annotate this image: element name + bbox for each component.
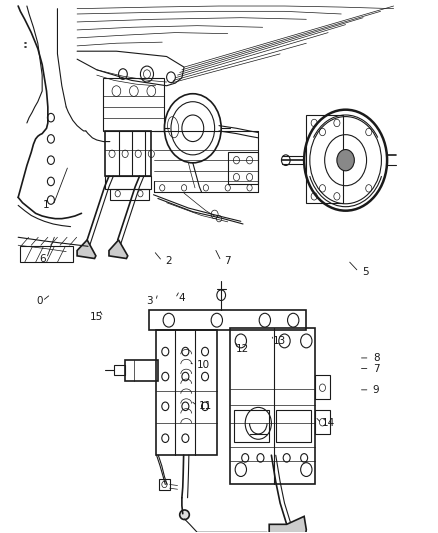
Bar <box>110 189 149 200</box>
Bar <box>149 310 306 330</box>
Text: 5: 5 <box>362 267 369 277</box>
Text: 10: 10 <box>197 360 210 370</box>
Bar <box>230 328 315 484</box>
Text: 2: 2 <box>166 256 172 266</box>
Text: 12: 12 <box>236 344 249 354</box>
Bar <box>234 410 269 442</box>
Text: 9: 9 <box>373 385 379 395</box>
Bar <box>228 152 258 184</box>
Text: 15: 15 <box>90 312 103 322</box>
Bar <box>125 360 158 381</box>
Polygon shape <box>77 240 96 259</box>
Polygon shape <box>109 240 128 259</box>
Text: 6: 6 <box>39 254 46 263</box>
Bar <box>103 78 164 131</box>
Text: 7: 7 <box>224 256 231 266</box>
Bar <box>306 115 343 203</box>
Circle shape <box>337 150 354 171</box>
Polygon shape <box>269 516 306 533</box>
Text: 13: 13 <box>272 336 286 346</box>
Bar <box>315 410 330 434</box>
Bar <box>315 375 330 399</box>
Bar <box>114 365 125 375</box>
Text: 4: 4 <box>179 293 185 303</box>
Bar <box>276 410 311 442</box>
Bar <box>106 131 151 176</box>
Text: 14: 14 <box>321 418 335 429</box>
Text: 7: 7 <box>373 364 379 374</box>
Text: 3: 3 <box>146 296 152 306</box>
Text: 11: 11 <box>198 401 212 411</box>
Bar <box>106 176 151 189</box>
Text: 0: 0 <box>37 296 43 306</box>
Bar <box>155 330 217 455</box>
Bar <box>159 479 170 490</box>
Text: 1: 1 <box>43 200 50 211</box>
Ellipse shape <box>180 510 189 520</box>
Bar <box>20 246 73 262</box>
Text: 8: 8 <box>373 353 379 363</box>
